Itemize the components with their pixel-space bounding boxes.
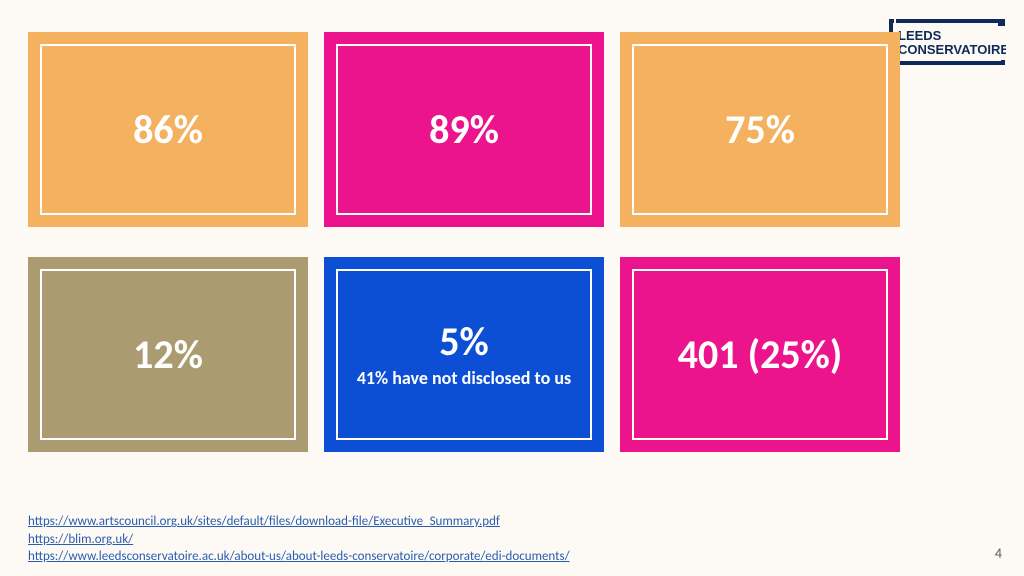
stat-grid: 86% 89% 75% 12% 5% 41% have not disclose…	[28, 32, 900, 452]
reference-links: https://www.artscouncil.org.uk/sites/def…	[28, 513, 570, 566]
stat-tile-2: 75%	[620, 32, 900, 227]
stat-tile-3: 12%	[28, 257, 308, 452]
stat-sub: 41% have not disclosed to us	[345, 368, 583, 389]
stat-main: 401 (25%)	[678, 333, 843, 377]
stat-tile-4: 5% 41% have not disclosed to us	[324, 257, 604, 452]
stat-main: 75%	[725, 108, 795, 152]
ref-link-0[interactable]: https://www.artscouncil.org.uk/sites/def…	[28, 514, 500, 529]
stat-main: 5%	[439, 320, 488, 364]
page-number: 4	[995, 545, 1002, 562]
stat-main: 12%	[133, 333, 203, 377]
slide: LEEDS CONSERVATOIRE 86% 89% 75% 12% 5% 4…	[0, 0, 1024, 576]
stat-main: 86%	[133, 108, 203, 152]
stat-tile-1: 89%	[324, 32, 604, 227]
stat-main: 89%	[429, 108, 499, 152]
stat-tile-0: 86%	[28, 32, 308, 227]
logo-line2: CONSERVATOIRE	[898, 42, 1006, 57]
ref-link-2[interactable]: https://www.leedsconservatoire.ac.uk/abo…	[28, 549, 570, 564]
stat-tile-5: 401 (25%)	[620, 257, 900, 452]
ref-link-1[interactable]: https://blim.org.uk/	[28, 532, 133, 547]
logo-line1: LEEDS	[898, 28, 942, 43]
brand-logo: LEEDS CONSERVATOIRE	[888, 18, 1006, 71]
